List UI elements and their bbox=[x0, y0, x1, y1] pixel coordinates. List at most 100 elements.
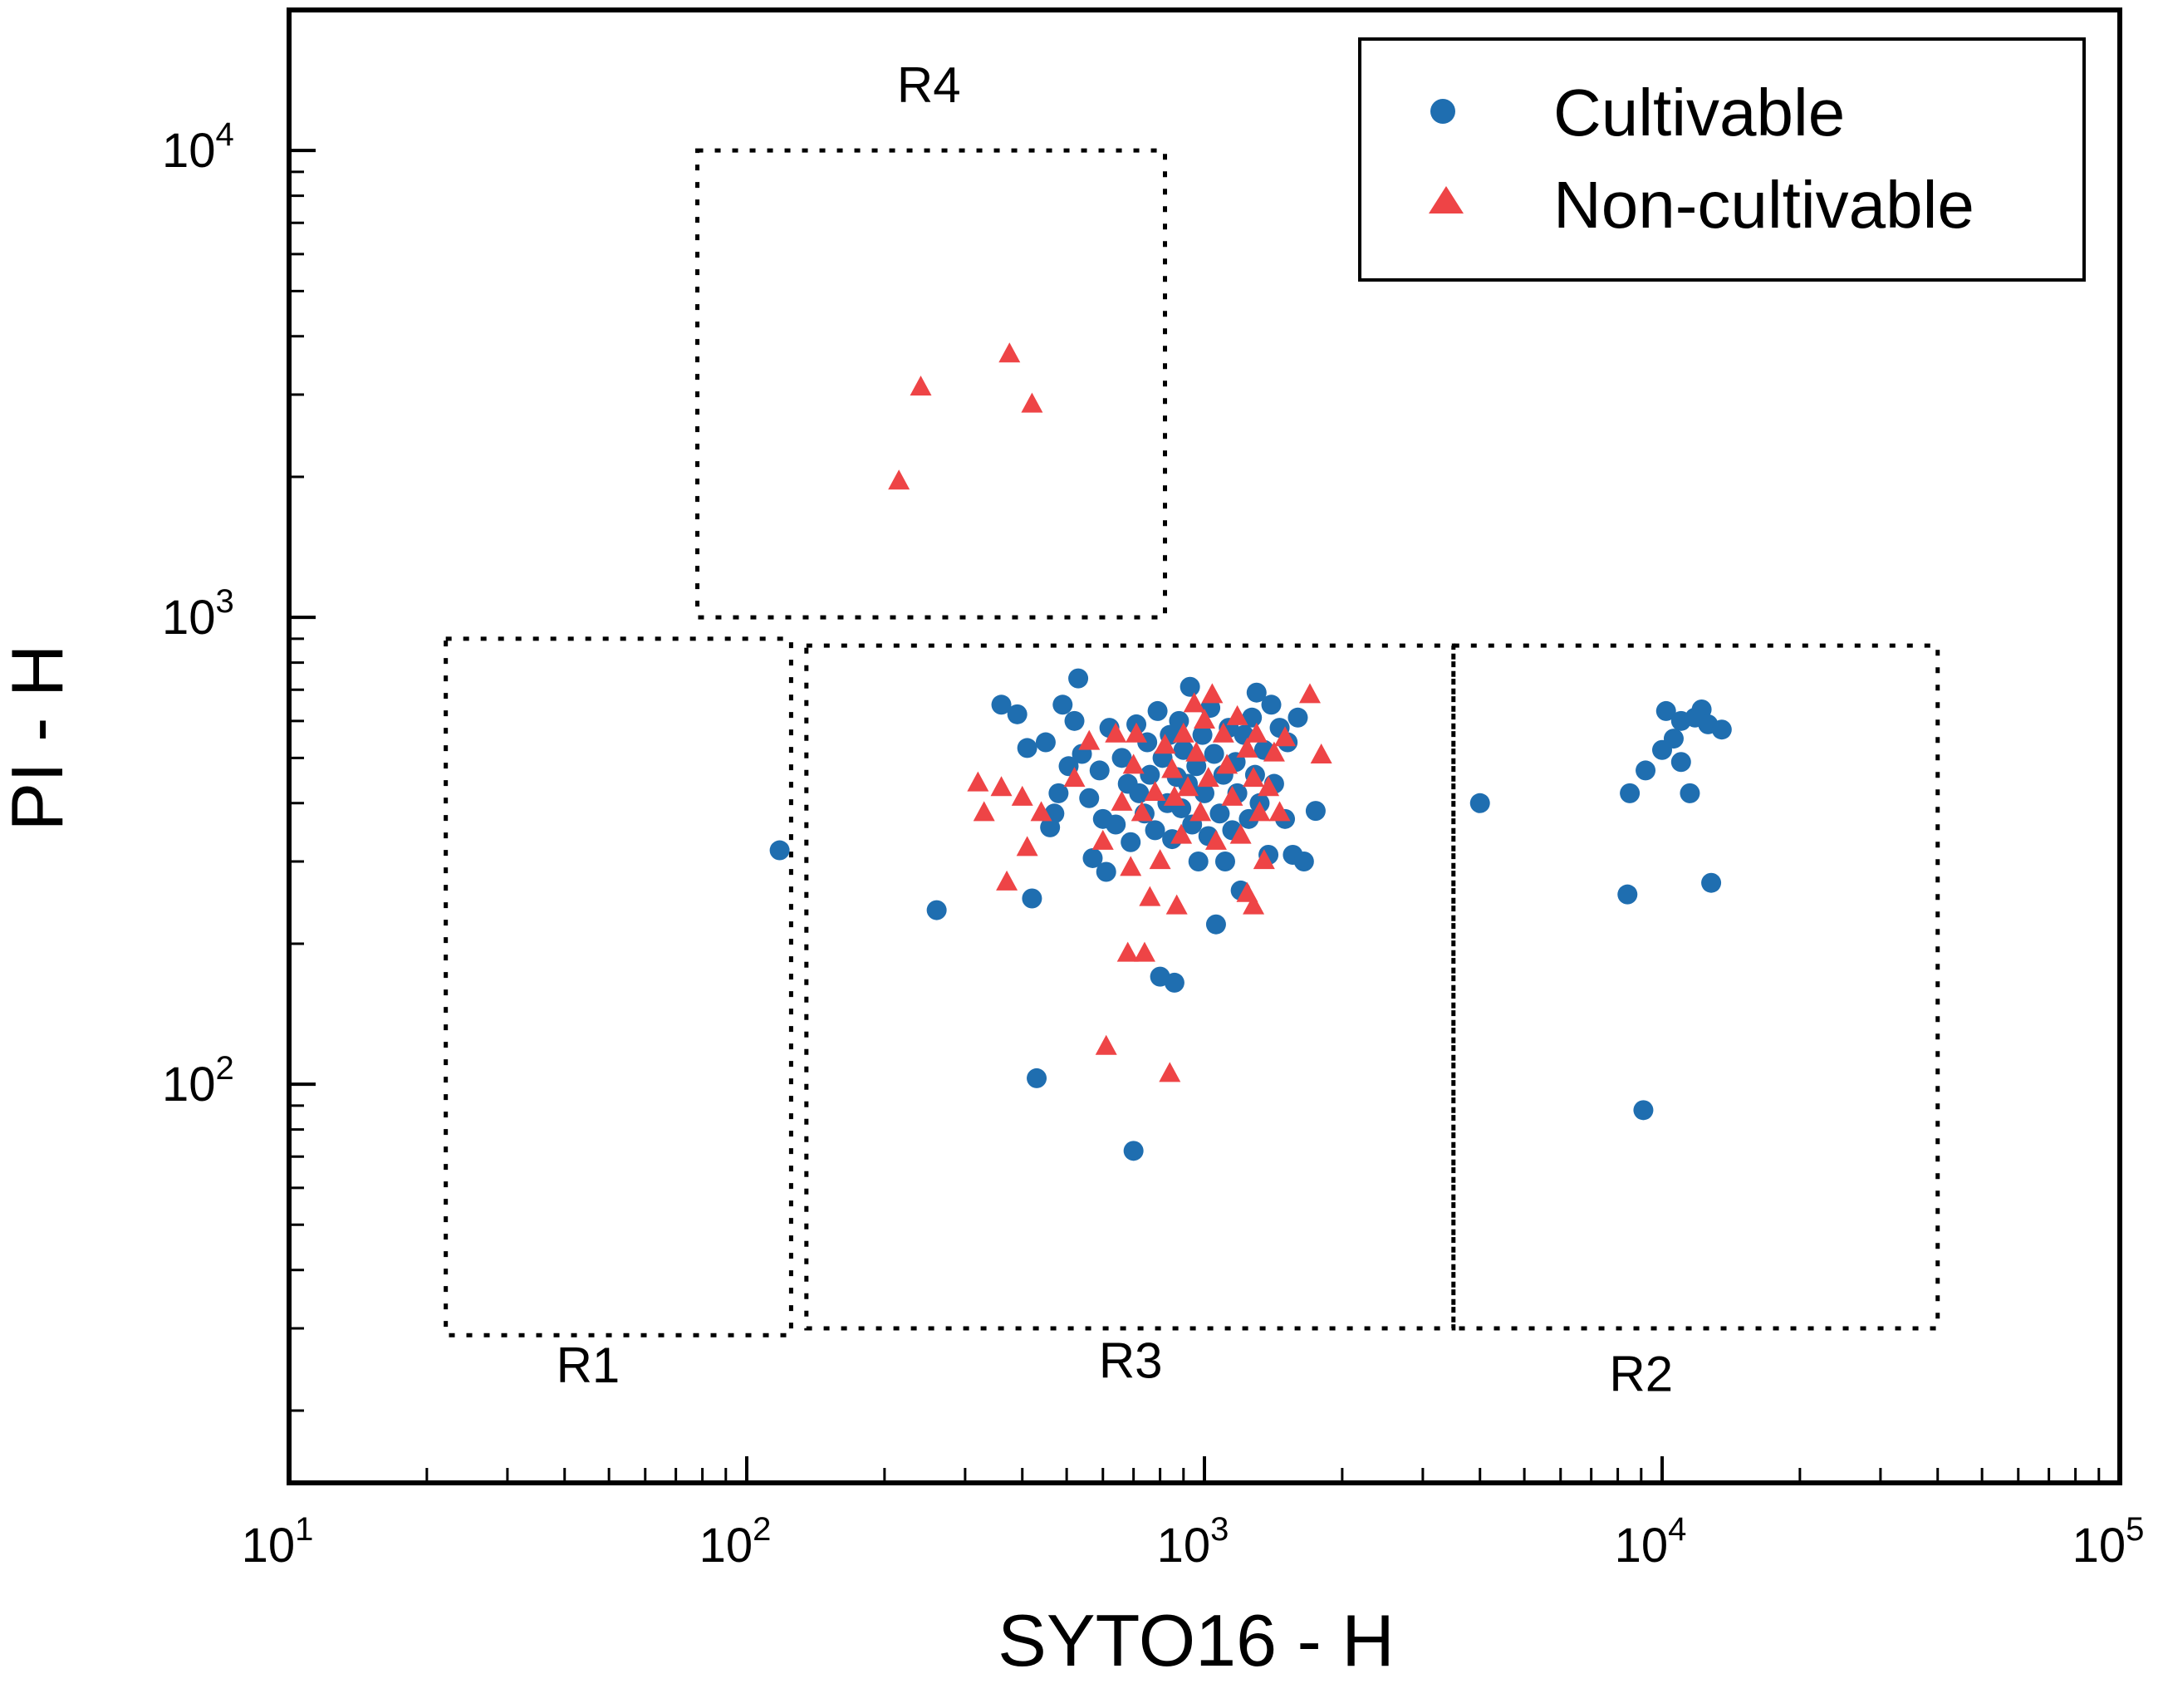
point-cultivable bbox=[991, 694, 1012, 715]
point-non-cultivable bbox=[1154, 734, 1176, 754]
point-non-cultivable bbox=[1236, 881, 1258, 902]
point-cultivable bbox=[1048, 783, 1069, 803]
point-cultivable bbox=[1305, 801, 1326, 822]
point-non-cultivable bbox=[998, 342, 1021, 363]
point-cultivable bbox=[1173, 739, 1194, 760]
point-non-cultivable bbox=[996, 870, 1018, 891]
point-cultivable bbox=[1261, 694, 1282, 715]
point-non-cultivable bbox=[1105, 722, 1127, 743]
x-tick-label: 102 bbox=[699, 1511, 772, 1573]
point-non-cultivable bbox=[1298, 683, 1321, 704]
point-cultivable bbox=[1188, 852, 1209, 872]
point-cultivable bbox=[1680, 783, 1700, 803]
point-cultivable bbox=[1052, 694, 1073, 715]
x-tick-label: 101 bbox=[242, 1511, 314, 1573]
point-non-cultivable bbox=[1248, 801, 1271, 822]
point-non-cultivable bbox=[1310, 744, 1332, 764]
point-non-cultivable bbox=[910, 375, 932, 396]
point-cultivable bbox=[1205, 914, 1226, 935]
point-non-cultivable bbox=[1183, 692, 1205, 713]
point-cultivable bbox=[1691, 699, 1712, 719]
legend-non-cultivable-label: Non-cultivable bbox=[1553, 168, 1974, 242]
point-non-cultivable bbox=[1197, 767, 1219, 788]
y-tick-label: 104 bbox=[162, 116, 234, 178]
legend-cultivable-label: Cultivable bbox=[1553, 76, 1845, 150]
point-non-cultivable bbox=[1078, 729, 1101, 750]
y-axis-title: PI - H bbox=[0, 645, 78, 832]
point-cultivable bbox=[1192, 724, 1213, 745]
region-r3-box bbox=[804, 643, 1456, 1331]
legend: Cultivable Non-cultivable bbox=[1358, 37, 2086, 282]
point-non-cultivable bbox=[1258, 776, 1280, 797]
point-non-cultivable bbox=[1204, 829, 1227, 850]
point-cultivable bbox=[1145, 820, 1165, 841]
point-cultivable bbox=[926, 900, 947, 920]
point-non-cultivable bbox=[1245, 722, 1268, 743]
point-non-cultivable bbox=[1236, 737, 1258, 758]
region-r2-box bbox=[1451, 643, 1940, 1331]
point-non-cultivable bbox=[1139, 886, 1161, 906]
point-non-cultivable bbox=[1021, 392, 1043, 413]
region-r1-label: R1 bbox=[557, 1337, 620, 1393]
point-cultivable bbox=[1670, 752, 1691, 773]
point-non-cultivable bbox=[1243, 767, 1265, 788]
point-non-cultivable bbox=[1268, 801, 1291, 822]
point-non-cultivable bbox=[1189, 801, 1212, 822]
point-cultivable bbox=[1620, 783, 1641, 803]
point-non-cultivable bbox=[1229, 823, 1252, 844]
point-non-cultivable bbox=[1263, 741, 1285, 762]
point-cultivable bbox=[1147, 700, 1168, 721]
region-r2-label: R2 bbox=[1609, 1347, 1673, 1402]
point-cultivable bbox=[1064, 710, 1085, 731]
x-axis-title: SYTO16 - H bbox=[998, 1599, 1395, 1681]
point-non-cultivable bbox=[1122, 753, 1145, 774]
point-non-cultivable bbox=[1221, 785, 1243, 806]
point-cultivable bbox=[1129, 783, 1150, 803]
point-non-cultivable bbox=[1131, 801, 1153, 822]
point-cultivable bbox=[1655, 700, 1676, 721]
gate-regions: R1 R2 R3 R4 bbox=[444, 57, 1940, 1402]
point-cultivable bbox=[1123, 1141, 1144, 1161]
point-cultivable bbox=[1007, 704, 1028, 724]
x-tick-label: 105 bbox=[2072, 1511, 2145, 1573]
point-cultivable bbox=[1180, 676, 1200, 697]
point-cultivable bbox=[1214, 852, 1235, 872]
legend-box bbox=[1358, 37, 2086, 282]
point-non-cultivable bbox=[1172, 722, 1194, 743]
region-r4-label: R4 bbox=[897, 57, 961, 113]
point-non-cultivable bbox=[1226, 704, 1248, 725]
point-cultivable bbox=[1242, 707, 1263, 728]
legend-cultivable-marker bbox=[1430, 99, 1455, 124]
point-non-cultivable bbox=[1194, 708, 1215, 729]
point-non-cultivable bbox=[1212, 722, 1234, 743]
point-cultivable bbox=[1079, 788, 1100, 808]
region-r3-label: R3 bbox=[1099, 1333, 1163, 1389]
point-cultivable bbox=[1035, 732, 1056, 753]
point-non-cultivable bbox=[1216, 753, 1238, 774]
point-cultivable bbox=[1111, 748, 1132, 768]
point-cultivable bbox=[1017, 738, 1037, 758]
point-non-cultivable bbox=[1111, 790, 1133, 811]
point-cultivable bbox=[1617, 884, 1638, 905]
y-tick-label: 102 bbox=[162, 1050, 234, 1112]
point-non-cultivable bbox=[1120, 856, 1142, 876]
point-non-cultivable bbox=[1243, 894, 1265, 915]
point-cultivable bbox=[1194, 783, 1214, 803]
point-cultivable bbox=[1089, 760, 1110, 781]
point-cultivable bbox=[1027, 1068, 1047, 1088]
point-non-cultivable bbox=[1116, 941, 1139, 962]
x-axis: 101 102 103 104 105 bbox=[242, 1456, 2145, 1573]
point-cultivable bbox=[1140, 764, 1160, 785]
point-non-cultivable bbox=[973, 801, 995, 822]
x-tick-label: 104 bbox=[1615, 1511, 1687, 1573]
point-non-cultivable bbox=[1030, 801, 1052, 822]
point-cultivable bbox=[1288, 707, 1308, 728]
point-cultivable bbox=[1711, 719, 1732, 740]
point-cultivable bbox=[1663, 729, 1684, 749]
point-cultivable bbox=[1633, 1100, 1654, 1121]
point-non-cultivable bbox=[1011, 785, 1033, 806]
point-non-cultivable bbox=[888, 469, 910, 490]
point-cultivable bbox=[1469, 793, 1490, 813]
plot-frame bbox=[287, 7, 2122, 1485]
